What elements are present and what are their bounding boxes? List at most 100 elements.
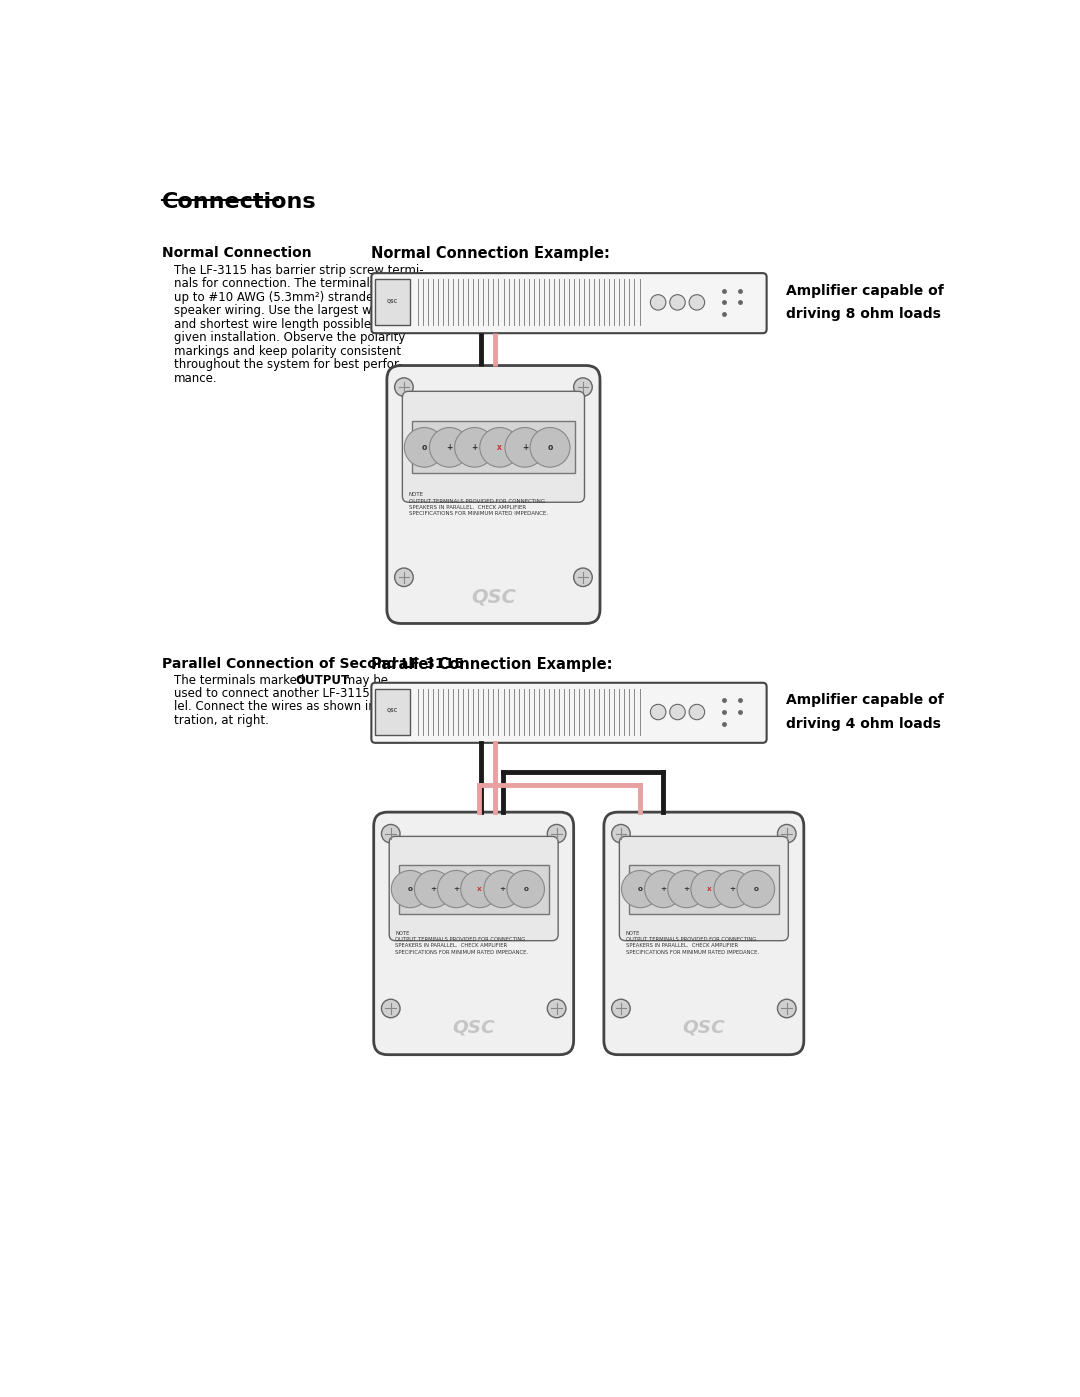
Text: OUTPUT: OUTPUT (494, 486, 531, 496)
Text: +: + (472, 443, 477, 451)
Text: +: + (499, 916, 505, 926)
Text: The LF-3115 has barrier strip screw termi-: The LF-3115 has barrier strip screw term… (174, 264, 423, 277)
Circle shape (778, 999, 796, 1018)
Text: OUTPUT: OUTPUT (703, 926, 740, 936)
Text: o: o (421, 443, 427, 451)
Circle shape (430, 427, 470, 467)
Circle shape (621, 870, 659, 908)
Text: o: o (548, 443, 553, 451)
Text: lel. Connect the wires as shown in the illus-: lel. Connect the wires as shown in the i… (174, 700, 431, 714)
Circle shape (573, 569, 592, 587)
Text: Normal Connection: Normal Connection (162, 246, 312, 260)
Text: +: + (430, 916, 436, 926)
Text: Normal Connection Example:: Normal Connection Example: (372, 246, 610, 261)
Circle shape (548, 824, 566, 842)
Circle shape (645, 870, 683, 908)
Circle shape (455, 427, 495, 467)
Text: o: o (638, 886, 643, 893)
Text: +: + (660, 916, 666, 926)
Text: Parallel Connection of Second LF-3115: Parallel Connection of Second LF-3115 (162, 657, 464, 671)
FancyBboxPatch shape (374, 812, 573, 1055)
Text: mance.: mance. (174, 372, 217, 384)
Text: Amplifier capable of: Amplifier capable of (786, 284, 944, 298)
Text: throughout the system for best perfor-: throughout the system for best perfor- (174, 358, 402, 372)
Text: INPUT: INPUT (422, 486, 451, 496)
Circle shape (507, 870, 544, 908)
Bar (399, 865, 549, 914)
Circle shape (461, 870, 498, 908)
FancyBboxPatch shape (372, 274, 767, 334)
Text: –: – (638, 916, 643, 926)
Text: Amplifier capable of: Amplifier capable of (786, 693, 944, 707)
Circle shape (611, 824, 631, 842)
Circle shape (778, 824, 796, 842)
Bar (375, 689, 410, 735)
Circle shape (548, 999, 566, 1018)
Circle shape (714, 870, 752, 908)
Circle shape (381, 824, 400, 842)
Text: QSC: QSC (387, 708, 399, 712)
Text: +: + (500, 886, 505, 893)
Text: +: + (729, 916, 737, 926)
Circle shape (415, 870, 451, 908)
Text: driving 4 ohm loads: driving 4 ohm loads (786, 717, 941, 731)
Text: QSC: QSC (471, 587, 516, 606)
Text: +: + (660, 886, 666, 893)
Text: OUTPUT: OUTPUT (296, 673, 350, 686)
Text: o: o (754, 886, 758, 893)
Text: speaker wiring. Use the largest wire size: speaker wiring. Use the largest wire siz… (174, 305, 414, 317)
Circle shape (394, 569, 414, 587)
Circle shape (530, 427, 570, 467)
Circle shape (670, 704, 685, 719)
Text: +: + (446, 443, 453, 451)
Text: –: – (498, 476, 502, 486)
Text: INPUT: INPUT (408, 926, 435, 936)
Text: +: + (430, 886, 436, 893)
Text: Parallel Connection Example:: Parallel Connection Example: (372, 657, 612, 672)
Text: –: – (408, 916, 413, 926)
Text: x: x (477, 886, 482, 893)
Text: The terminals marked: The terminals marked (174, 673, 308, 686)
Text: markings and keep polarity consistent: markings and keep polarity consistent (174, 345, 401, 358)
Circle shape (505, 427, 544, 467)
Text: +: + (522, 443, 528, 451)
Text: +: + (684, 886, 689, 893)
Circle shape (738, 870, 774, 908)
Circle shape (404, 427, 444, 467)
FancyBboxPatch shape (619, 837, 788, 940)
Text: o: o (407, 886, 413, 893)
Circle shape (667, 870, 705, 908)
Bar (411, 422, 576, 474)
Circle shape (437, 870, 475, 908)
Text: tration, at right.: tration, at right. (174, 714, 269, 726)
Text: QSC: QSC (453, 1018, 495, 1037)
Circle shape (381, 999, 400, 1018)
Text: and shortest wire length possible for a: and shortest wire length possible for a (174, 317, 402, 331)
Text: x: x (497, 443, 502, 451)
Text: +: + (522, 476, 528, 486)
Text: QSC: QSC (683, 1018, 726, 1037)
Circle shape (689, 704, 704, 719)
FancyBboxPatch shape (604, 812, 804, 1055)
Text: +: + (446, 476, 453, 486)
Circle shape (670, 295, 685, 310)
Text: –: – (422, 476, 427, 486)
Bar (375, 279, 410, 326)
Text: NOTE
OUTPUT TERMINALS PROVIDED FOR CONNECTING
SPEAKERS IN PARALLEL.  CHECK AMPLI: NOTE OUTPUT TERMINALS PROVIDED FOR CONNE… (408, 492, 548, 517)
Text: used to connect another LF-3115 in paral-: used to connect another LF-3115 in paral… (174, 687, 422, 700)
Text: +: + (454, 886, 459, 893)
Text: OUTPUT: OUTPUT (473, 926, 509, 936)
Circle shape (691, 870, 728, 908)
Text: nals for connection. The terminals accept: nals for connection. The terminals accep… (174, 278, 419, 291)
Circle shape (689, 295, 704, 310)
FancyBboxPatch shape (389, 837, 558, 940)
Circle shape (480, 427, 519, 467)
Circle shape (650, 704, 666, 719)
Text: –: – (707, 916, 712, 926)
Circle shape (650, 295, 666, 310)
Text: Connections: Connections (162, 193, 316, 212)
Circle shape (573, 377, 592, 397)
Text: NOTE
OUTPUT TERMINALS PROVIDED FOR CONNECTING
SPEAKERS IN PARALLEL.  CHECK AMPLI: NOTE OUTPUT TERMINALS PROVIDED FOR CONNE… (625, 930, 758, 956)
Text: may be: may be (339, 673, 388, 686)
Text: NOTE
OUTPUT TERMINALS PROVIDED FOR CONNECTING
SPEAKERS IN PARALLEL.  CHECK AMPLI: NOTE OUTPUT TERMINALS PROVIDED FOR CONNE… (395, 930, 528, 956)
